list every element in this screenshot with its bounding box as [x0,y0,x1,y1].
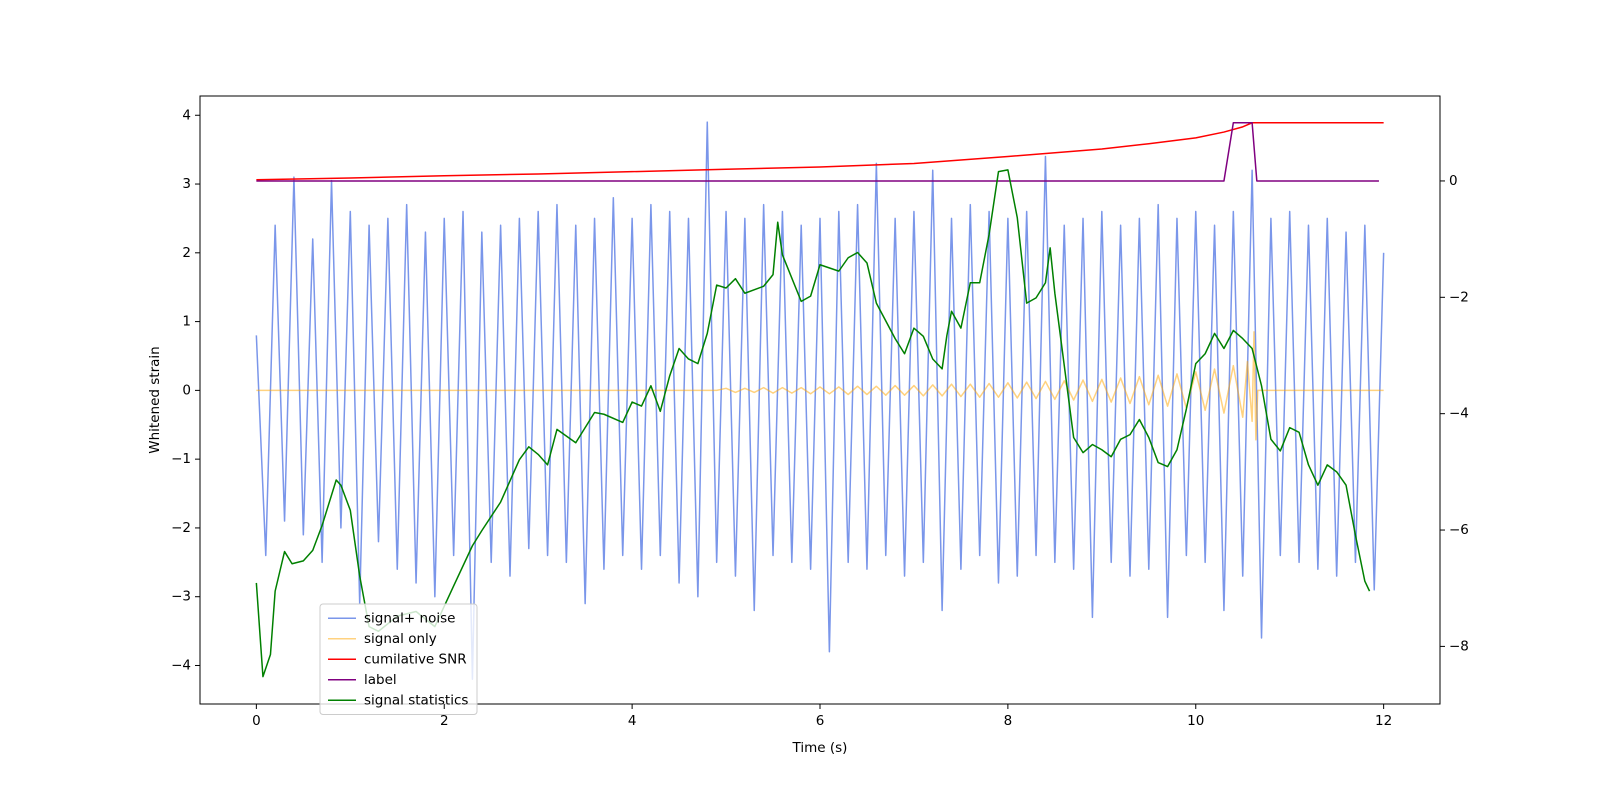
x-tick-label: 8 [1004,713,1013,729]
y-tick-label: −1 [171,451,191,467]
legend: signal+ noise signal only cumilative SNR la… [319,603,478,715]
legend-label: label [364,672,397,688]
y-tick-label: 2 [182,245,191,261]
x-tick-label: 2 [440,713,449,729]
series-line [255,121,1385,680]
x-tick-label: 12 [1375,713,1392,729]
legend-label: signal statistics [364,692,468,708]
y-tick-label: 0 [182,382,191,398]
y-tick-label: 4 [182,107,191,123]
y-axis-label: Whitened strain [147,346,163,453]
y-tick-label: 3 [182,176,191,192]
y2-tick-label: −4 [1449,406,1469,422]
y-tick-label: −4 [171,657,191,673]
y2-tick-label: 0 [1449,173,1458,189]
x-tick-label: 4 [628,713,637,729]
y2-tick-label: −2 [1449,289,1469,305]
x-tick-label: 0 [252,713,261,729]
y-tick-label: 1 [182,314,191,330]
legend-label: signal only [364,631,437,647]
plot-area [255,121,1385,680]
y-tick-label: −3 [171,589,191,605]
legend-label: cumilative SNR [364,651,467,667]
series-line [256,331,1384,441]
series-line [255,169,1371,678]
x-tick-label: 6 [816,713,825,729]
y2-tick-label: −6 [1449,522,1469,538]
x-tick-label: 10 [1187,713,1204,729]
x-axis-label: Time (s) [792,740,848,756]
legend-box [319,603,478,715]
y-tick-label: −2 [171,520,191,536]
y2-tick-label: −8 [1449,638,1469,654]
series-line [256,122,1379,182]
legend-label: signal+ noise [364,610,455,626]
series-line [256,122,1384,181]
